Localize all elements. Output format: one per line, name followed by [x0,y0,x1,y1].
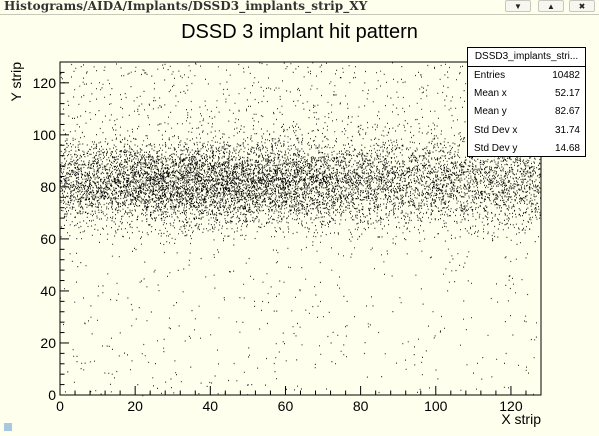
x-axis-label: X strip [501,411,541,427]
stats-row-entries: Entries 10482 [468,67,585,85]
x-tick-label: 0 [56,398,64,414]
stats-row-mean-x: Mean x 52.17 [468,85,585,103]
stats-title: DSSD3_implants_stri... [468,48,585,67]
stat-value: 31.74 [554,124,580,136]
stats-box[interactable]: DSSD3_implants_stri... Entries 10482 Mea… [467,47,586,157]
stat-name: Mean y [474,106,507,118]
y-axis-label: Y strip [8,62,24,102]
canvas-corner-marker [4,423,12,431]
stat-name: Std Dev y [474,142,518,154]
stats-row-stddev-y: Std Dev y 14.68 [468,140,585,158]
stats-row-mean-y: Mean y 82.67 [468,103,585,121]
stat-value: 14.68 [554,142,580,154]
stat-name: Mean x [474,88,507,100]
y-tick-label: 20 [40,335,56,351]
scatter-point-marks [59,62,542,397]
y-tick-label: 60 [40,231,56,247]
x-tick-label: 20 [127,398,143,414]
stat-value: 52.17 [554,88,580,100]
chart-title: DSSD 3 implant hit pattern [181,21,418,43]
y-tick-label: 80 [40,179,56,195]
chevron-up-icon[interactable]: ▲ [538,0,564,12]
x-tick-label: 100 [424,398,448,414]
x-tick-label: 60 [278,398,294,414]
stat-name: Std Dev x [474,124,518,136]
window-titlebar: Histograms/AIDA/Implants/DSSD3_implants_… [0,0,599,15]
x-tick-label: 80 [353,398,369,414]
window-title: Histograms/AIDA/Implants/DSSD3_implants_… [4,0,368,13]
x-tick-label: 120 [499,398,523,414]
x-tick-label: 40 [203,398,219,414]
stats-row-stddev-x: Std Dev x 31.74 [468,122,585,140]
scatter-points [59,62,542,397]
stat-name: Entries [474,70,506,81]
chevron-down-icon[interactable]: ▼ [505,0,531,12]
y-tick-label: 100 [33,127,57,143]
axes: 0 20 40 60 80 100 120 0 20 40 60 80 100 120 [33,61,542,414]
stat-value: 10482 [552,70,580,81]
y-tick-label: 40 [40,283,56,299]
y-tick-label: 0 [48,387,56,403]
y-tick-label: 120 [33,75,57,91]
close-icon[interactable]: ✖ [569,0,595,12]
stat-value: 82.67 [554,106,580,118]
